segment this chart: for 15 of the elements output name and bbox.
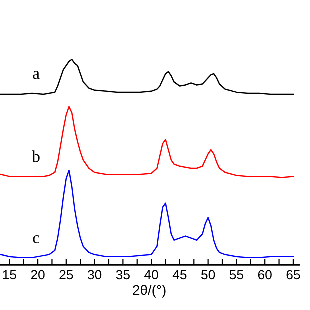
x-tick-label: 25 <box>60 270 74 280</box>
x-tick-label: 50 <box>202 270 216 280</box>
x-axis-title: 2θ/(°) <box>133 284 166 298</box>
x-tick-label: 55 <box>230 270 244 280</box>
x-tick-label: 20 <box>31 270 45 280</box>
x-tick-label: 35 <box>116 270 130 280</box>
series-label: a <box>33 71 40 80</box>
x-tick-label: 65 <box>286 270 300 280</box>
x-tick-label: 60 <box>258 270 272 280</box>
series-label: b <box>32 150 40 162</box>
series-label: c <box>33 236 40 244</box>
x-tick-label: 45 <box>172 270 187 280</box>
x-tick-label: 15 <box>3 270 16 280</box>
x-tick-label: 30 <box>88 270 102 280</box>
x-tick-label: 40 <box>144 270 158 280</box>
